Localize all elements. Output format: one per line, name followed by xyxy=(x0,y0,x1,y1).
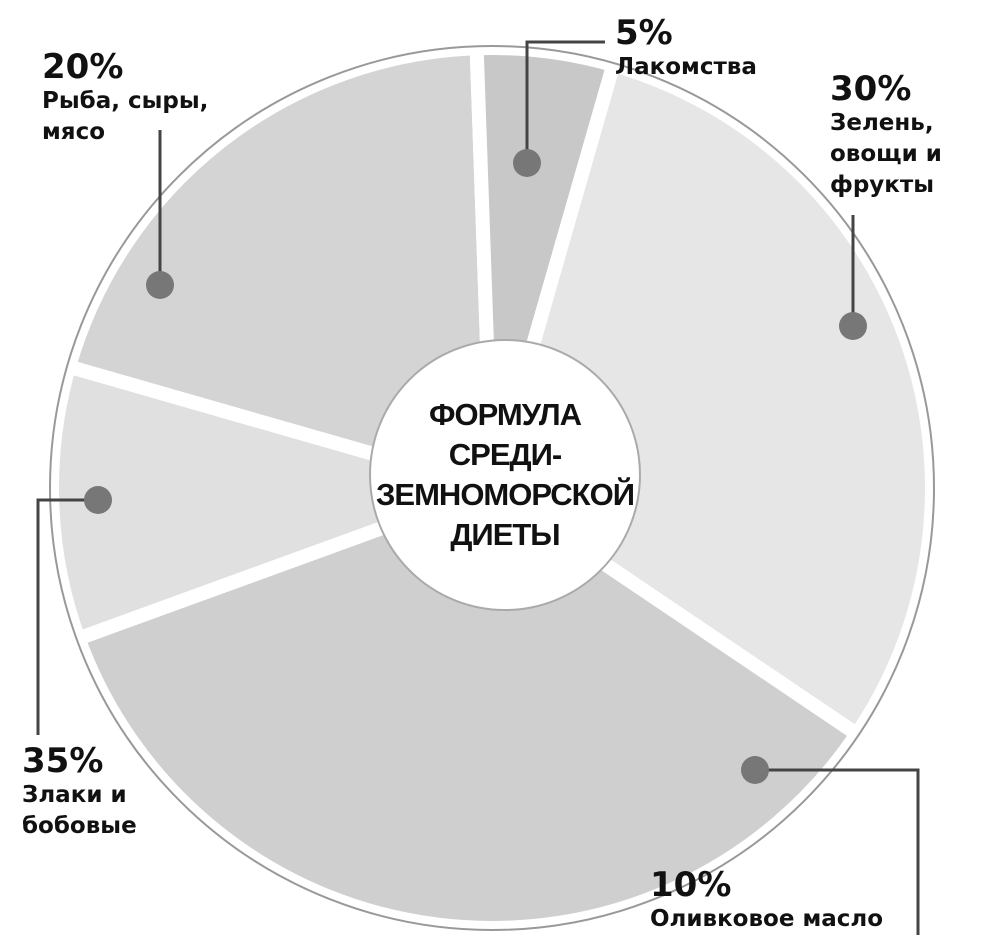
slice-label: 10% Оливковое масло xyxy=(650,866,950,935)
percent-label: 10% xyxy=(650,865,732,905)
title: ФОРМУЛА СРЕДИ- ЗЕМНОМОРСКОЙ ДИЕТЫ xyxy=(376,397,635,552)
leader-dots xyxy=(84,149,867,784)
wedge xyxy=(69,480,867,935)
leaders xyxy=(36,40,920,935)
category-label: Зелень, овощи и фрукты xyxy=(830,110,942,198)
wedges xyxy=(45,41,939,935)
slice-label: 30% Зелень, овощи и фрукты xyxy=(830,70,982,201)
percent-label: 20% xyxy=(42,47,124,87)
title-line: ЗЕМНОМОРСКОЙ xyxy=(376,476,634,512)
title-line: ДИЕТЫ xyxy=(450,517,559,552)
slice-label: 5% Лакомства xyxy=(615,14,815,83)
category-label: Лакомства xyxy=(615,54,757,80)
wedge xyxy=(60,41,500,498)
percent-label: 5% xyxy=(615,13,673,53)
wedge xyxy=(45,358,515,648)
category-label: Злаки и бобовые xyxy=(22,782,137,839)
wedge xyxy=(483,56,939,744)
percent-label: 30% xyxy=(830,69,912,109)
slice-label: 20% Рыба, сыры, мясо xyxy=(42,48,272,148)
title-line: ФОРМУЛА xyxy=(429,397,582,432)
category-label: Оливковое масло xyxy=(650,906,884,932)
title-line: СРЕДИ- xyxy=(449,437,562,472)
category-label: Рыба, сыры, мясо xyxy=(42,88,209,145)
percent-label: 35% xyxy=(22,741,104,781)
slice-label: 35% Злаки и бобовые xyxy=(22,742,222,842)
center-circle xyxy=(369,339,641,611)
outer-ring xyxy=(49,45,935,931)
